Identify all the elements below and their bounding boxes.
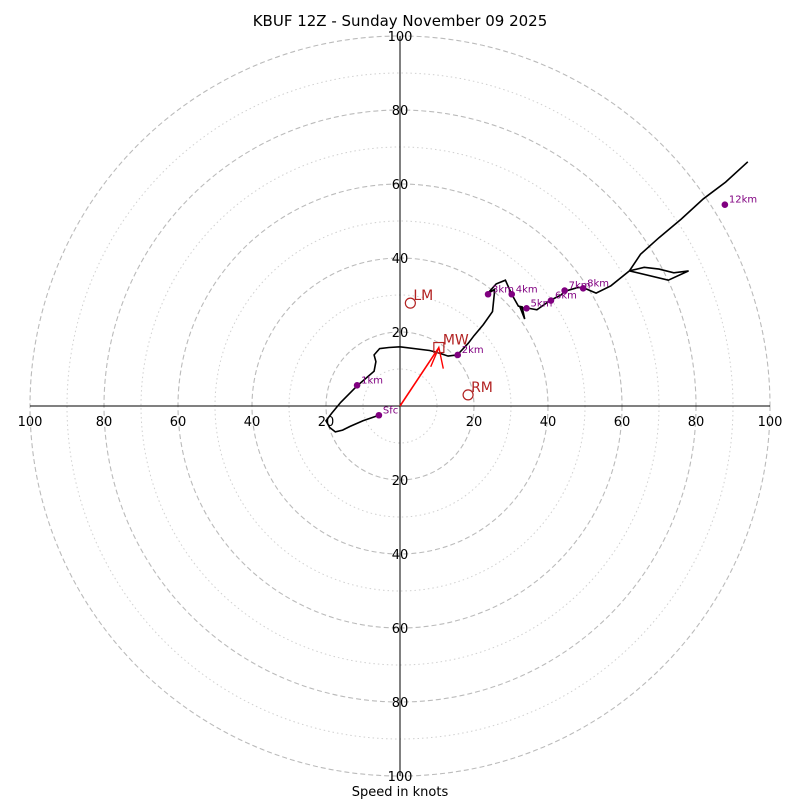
mean-wind-arrowhead (430, 345, 444, 369)
tick-label-top: 20 (392, 326, 409, 341)
tick-label-top: 80 (392, 104, 409, 119)
tick-label-top: 60 (392, 178, 409, 193)
hodograph-trace (325, 161, 749, 433)
height-marker (561, 287, 568, 294)
height-marker-label: 3km (492, 284, 514, 295)
tick-label-right: 100 (758, 415, 783, 430)
chart-title: KBUF 12Z - Sunday November 09 2025 (253, 12, 548, 30)
tick-label-left: 80 (96, 415, 113, 430)
height-marker (721, 201, 729, 209)
height-marker (523, 305, 530, 312)
height-marker (484, 290, 492, 298)
tick-label-top: 100 (388, 30, 413, 45)
tick-label-bottom: 60 (392, 622, 409, 637)
height-marker-label: 12km (729, 195, 757, 206)
left-mover-marker (404, 297, 416, 309)
tick-label-right: 60 (614, 415, 631, 430)
height-marker-label: Sfc (383, 405, 398, 416)
height-marker-label: 1km (361, 375, 383, 386)
height-marker-label: 5km (531, 298, 553, 309)
height-marker (353, 381, 361, 389)
x-axis-label: Speed in knots (352, 785, 449, 800)
tick-label-right: 20 (466, 415, 483, 430)
right-mover-label: RM (471, 380, 493, 396)
tick-label-bottom: 80 (392, 696, 409, 711)
height-marker (579, 285, 587, 292)
mean-wind-vector (399, 347, 440, 407)
right-mover-marker (462, 389, 474, 401)
height-marker (454, 351, 462, 359)
tick-label-left: 20 (318, 415, 335, 430)
tick-label-bottom: 40 (392, 548, 409, 563)
height-marker-label: 8km (587, 278, 609, 289)
tick-label-right: 40 (540, 415, 557, 430)
height-marker (547, 297, 555, 304)
tick-label-left: 60 (170, 415, 187, 430)
tick-label-bottom: 100 (388, 770, 413, 785)
height-marker (508, 290, 516, 298)
mean-wind-marker (433, 341, 445, 354)
tick-label-right: 80 (688, 415, 705, 430)
tick-label-top: 40 (392, 252, 409, 267)
tick-label-left: 100 (18, 415, 43, 430)
height-marker (375, 411, 383, 419)
height-marker-label: 6km (555, 291, 577, 302)
left-mover-label: LM (413, 288, 433, 304)
height-marker-label: 2km (462, 345, 484, 356)
height-marker-label: 4km (516, 284, 538, 295)
tick-label-left: 40 (244, 415, 261, 430)
mean-wind-label: MW (443, 333, 469, 349)
tick-label-bottom: 20 (392, 474, 409, 489)
height-marker-label: 7km (569, 281, 591, 292)
